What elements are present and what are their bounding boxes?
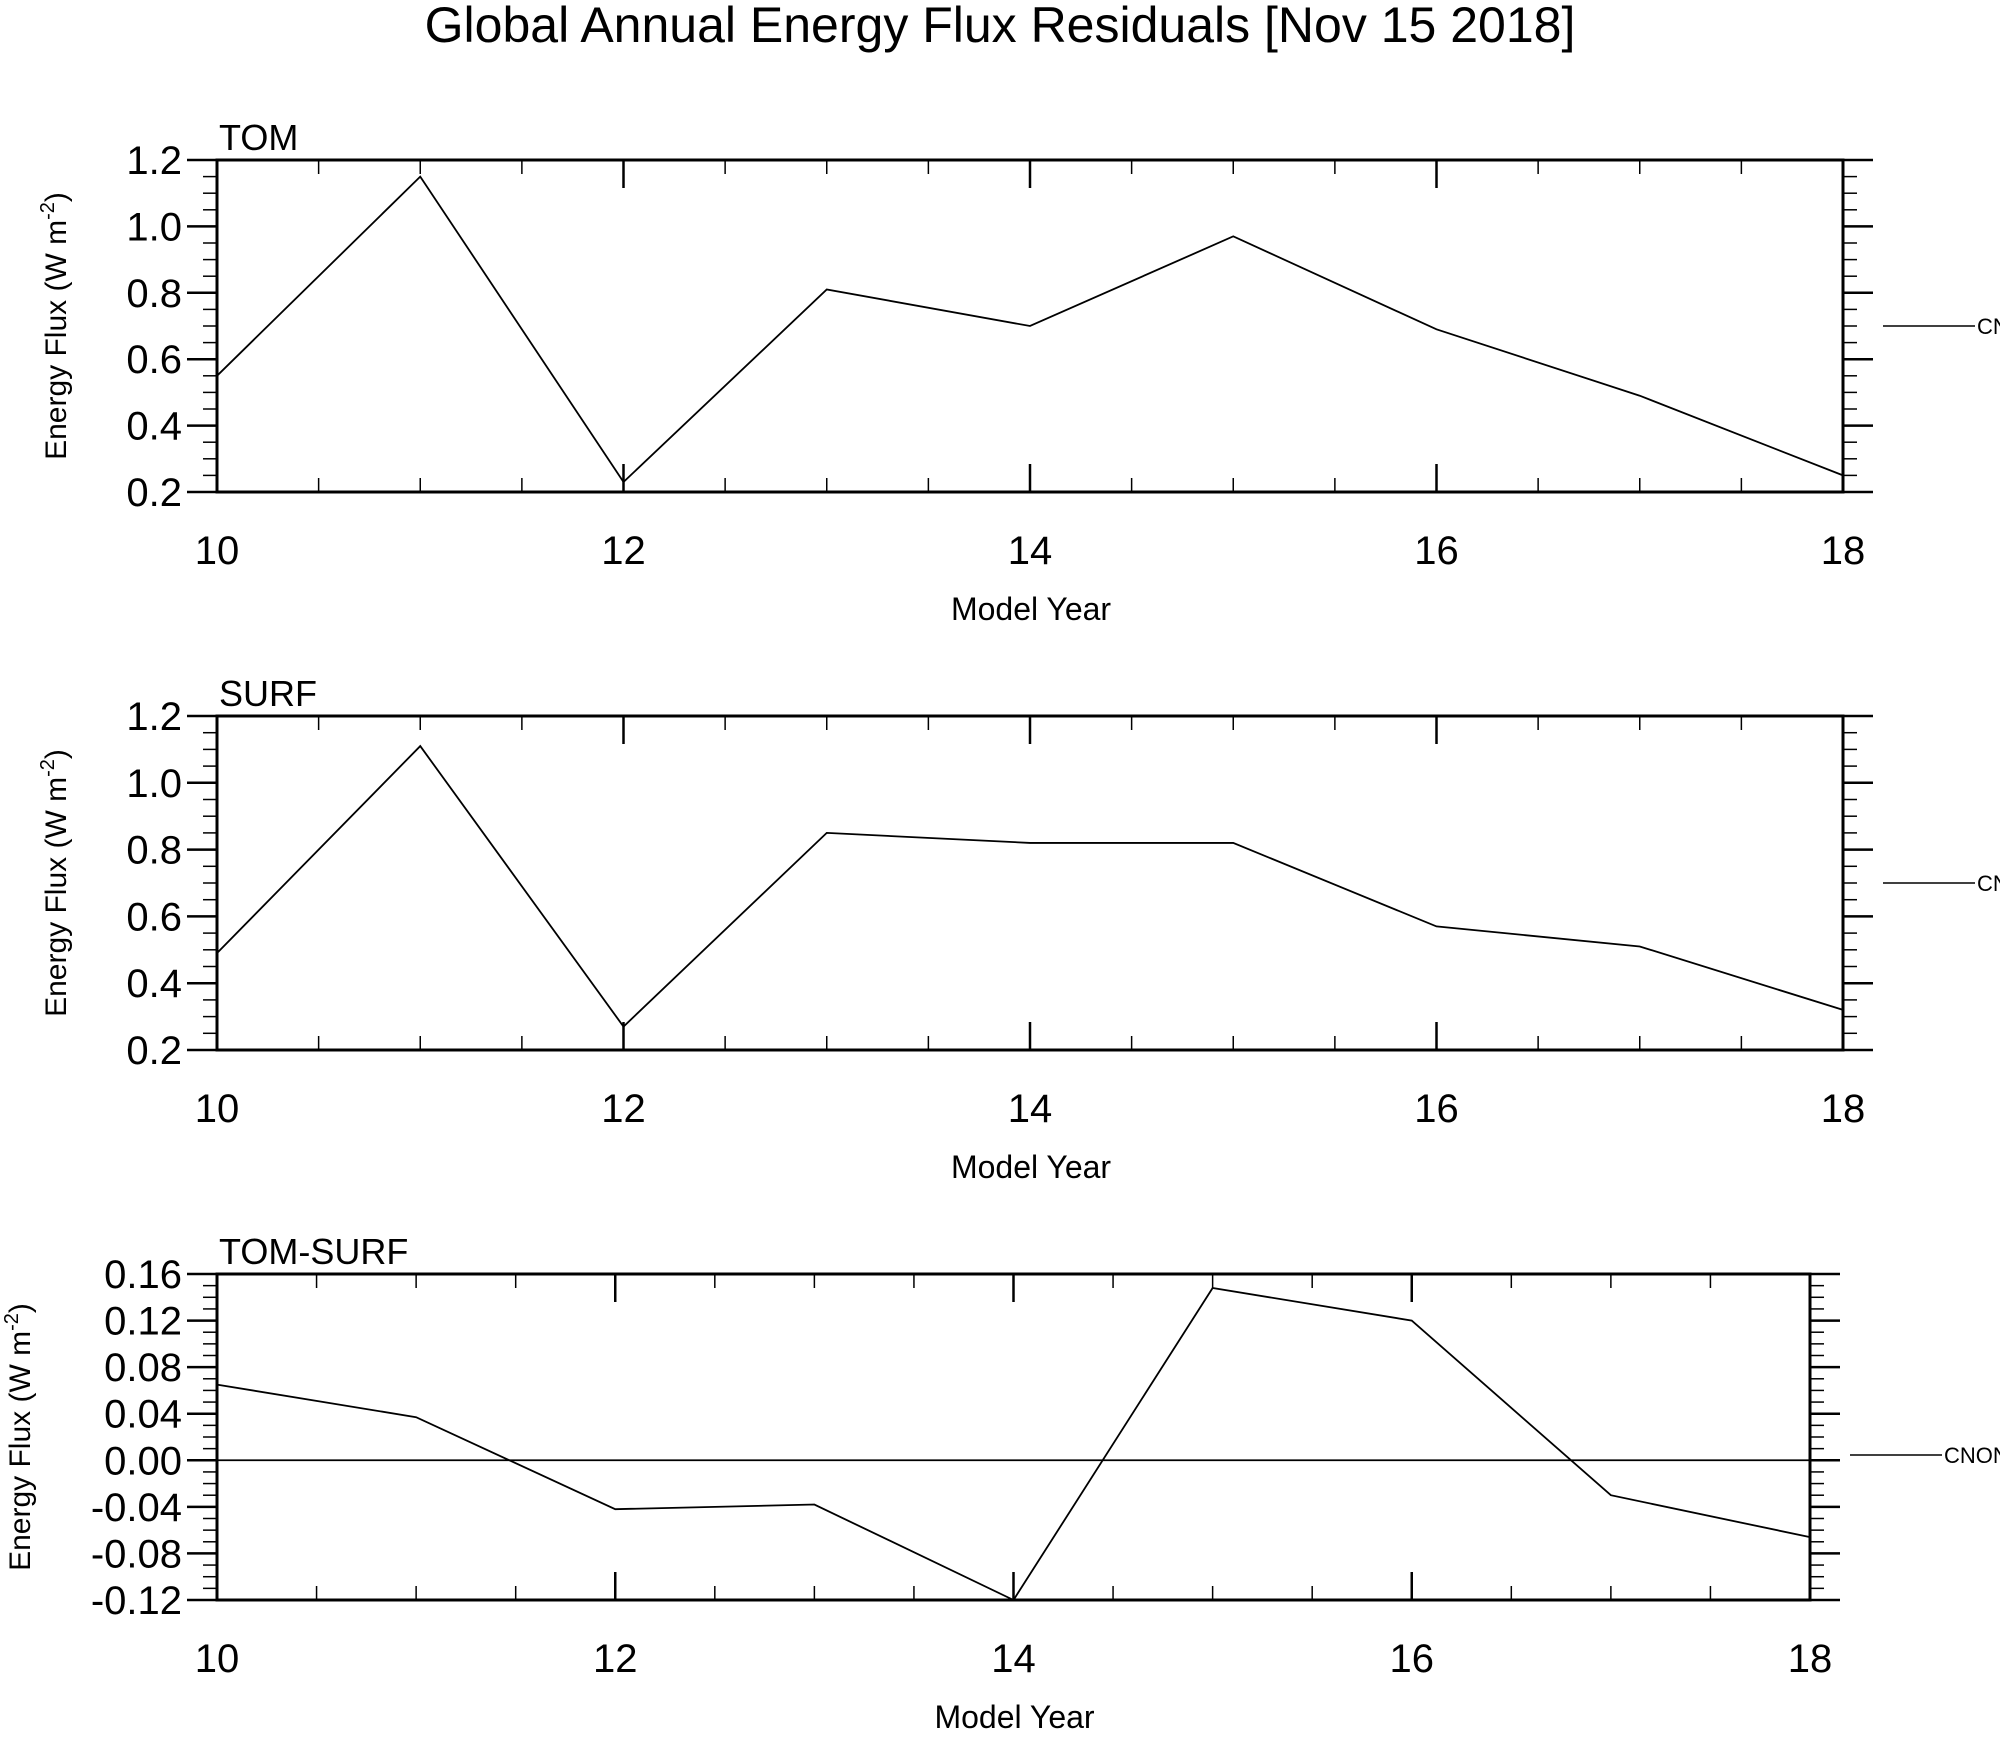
y-tick-label: 0.4: [126, 405, 182, 449]
y-tick-label: 0.16: [104, 1253, 182, 1297]
x-tick-label: 14: [991, 1637, 1036, 1681]
y-tick-label: -0.12: [91, 1579, 182, 1623]
x-tick-label: 16: [1414, 529, 1459, 573]
legend-label: CNON: [1944, 1443, 2000, 1468]
y-tick-label: 0.8: [126, 272, 182, 316]
panel-label: SURF: [219, 673, 317, 714]
y-tick-label: 1.2: [126, 695, 182, 739]
x-tick-label: 16: [1390, 1637, 1435, 1681]
x-tick-label: 12: [593, 1637, 638, 1681]
y-axis-label: Energy Flux (W m-2): [1, 1303, 37, 1571]
y-axis-label-main: Energy Flux (W m: [40, 220, 73, 460]
y-tick-label: 0.6: [126, 895, 182, 939]
x-tick-label: 12: [601, 1087, 646, 1131]
x-tick-label: 10: [195, 529, 240, 573]
x-axis-label: Model Year: [951, 1149, 1111, 1185]
plot-frame: [215, 714, 1845, 1052]
x-tick-label: 18: [1788, 1637, 1833, 1681]
y-axis-label-close: ): [40, 192, 73, 202]
y-axis-label: Energy Flux (W m-2): [37, 192, 73, 460]
y-axis-label-sup: -2: [37, 759, 59, 777]
y-tick-label: 0.08: [104, 1346, 182, 1390]
series-line-cnon: [216, 175, 1844, 484]
y-axis-label-sup: -2: [1, 1313, 23, 1331]
y-tick-label: 0.2: [126, 471, 182, 515]
x-tick-label: 18: [1821, 529, 1866, 573]
y-axis-label-main: Energy Flux (W m: [4, 1331, 37, 1571]
plot-frame: [215, 1272, 1812, 1602]
x-tick-label: 14: [1008, 1087, 1053, 1131]
panel-3: 10 12 14 16 18-0.12-0.08-0.040.000.040.080.1…: [1, 1231, 2000, 1735]
panel-2: 10 12 14 16 18 0.2 0.4 0.6 0.8 1.0 1.2 SURF Model Ye…: [37, 673, 2000, 1185]
y-tick-label: 0.8: [126, 829, 182, 873]
x-tick-label: 10: [195, 1087, 240, 1131]
y-tick-label: 0.04: [104, 1393, 182, 1437]
x-axis-label: Model Year: [951, 591, 1111, 627]
y-axis-label-sup: -2: [37, 202, 59, 220]
y-tick-label: 1.0: [126, 762, 182, 806]
legend-label: CNON: [1977, 314, 2000, 339]
y-tick-label: 1.2: [126, 139, 182, 183]
panel-1: 10 12 14 16 18 0.2 0.4 0.6 0.8 1.0 1.2 TOM Model Yea…: [37, 117, 2000, 627]
x-axis-label: Model Year: [934, 1699, 1094, 1735]
y-tick-label: -0.04: [91, 1486, 182, 1530]
y-tick-label: 0.2: [126, 1029, 182, 1073]
y-tick-label: 1.0: [126, 205, 182, 249]
y-axis-label-main: Energy Flux (W m: [40, 777, 73, 1017]
y-tick-label: 0.4: [126, 962, 182, 1006]
legend-label: CNON: [1977, 871, 2000, 896]
figure-title: Global Annual Energy Flux Residuals [Nov…: [425, 0, 1576, 53]
series-line-cnon: [216, 1286, 1811, 1602]
x-tick-label: 12: [601, 529, 646, 573]
panel-label: TOM-SURF: [219, 1231, 408, 1272]
series-line-cnon: [216, 744, 1844, 1028]
y-tick-label: -0.08: [91, 1532, 182, 1576]
y-axis-label-close: ): [4, 1303, 37, 1313]
y-axis-label-close: ): [40, 749, 73, 759]
panels: 10 12 14 16 18 0.2 0.4 0.6 0.8 1.0 1.2 TOM Model Yea…: [1, 117, 2000, 1735]
y-tick-label: 0.00: [104, 1439, 182, 1483]
x-tick-label: 10: [195, 1637, 240, 1681]
y-tick-label: 0.12: [104, 1300, 182, 1344]
x-tick-label: 14: [1008, 529, 1053, 573]
y-axis-label: Energy Flux (W m-2): [37, 749, 73, 1017]
x-tick-label: 18: [1821, 1087, 1866, 1131]
panel-label: TOM: [219, 117, 298, 158]
y-tick-label: 0.6: [126, 338, 182, 382]
x-tick-label: 16: [1414, 1087, 1459, 1131]
